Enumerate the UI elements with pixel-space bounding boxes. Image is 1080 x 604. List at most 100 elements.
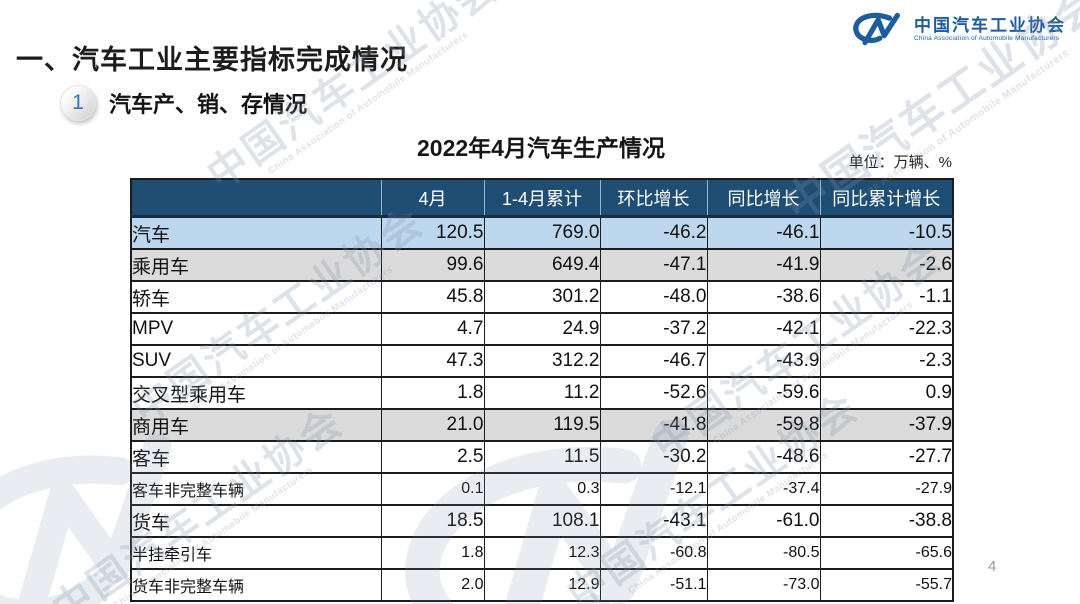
cell-value: 24.9 <box>483 312 600 345</box>
cell-value: 0.1 <box>380 472 484 505</box>
cell-value: -46.2 <box>599 215 707 249</box>
column-header: 1-4月累计 <box>483 179 600 217</box>
cell-value: 312.2 <box>483 344 600 377</box>
row-label: 半挂牵引车 <box>131 536 381 569</box>
caam-logo-name-en: China Association of Automobile Manufact… <box>914 35 1060 43</box>
unit-label: 单位：万辆、% <box>848 154 952 171</box>
row-label: 交叉型乘用车 <box>131 376 381 409</box>
cell-value: -48.6 <box>706 440 820 473</box>
cell-value: 2.0 <box>380 568 484 601</box>
cell-value: 45.8 <box>380 280 484 313</box>
cell-value: -51.1 <box>599 568 707 601</box>
table-body: 汽车 120.5 769.0 -46.2 -46.1 -10.5 乘用车 99.6 649.4-… <box>131 215 953 601</box>
cell-value: -59.8 <box>706 408 820 441</box>
cell-value: 0.3 <box>483 472 600 505</box>
section-title: 汽车产、销、存情况 <box>109 92 308 117</box>
cell-value: -80.5 <box>706 536 820 569</box>
table-row: MPV 4.7 24.9 -37.2 -42.1 -22.3 <box>131 312 953 345</box>
cell-value: 99.6 <box>380 248 484 281</box>
cell-value: -38.8 <box>819 504 953 537</box>
cell-value: 769.0 <box>483 215 600 249</box>
column-header: 环比增长 <box>599 179 707 217</box>
caam-logo: 中国汽车工业协会 China Association of Automobile… <box>851 12 1066 47</box>
cell-value: -61.0 <box>706 504 820 537</box>
cell-value: 21.0 <box>380 408 484 441</box>
page-title: 一、汽车工业主要指标完成情况 <box>16 45 408 76</box>
table-row: 客车 2.5 11.5 -30.2 -48.6 -27.7 <box>131 440 953 473</box>
table-header-row: 4月 1-4月累计 环比增长 同比增长 同比累计增长 <box>131 179 953 217</box>
cell-value: -27.9 <box>819 472 953 505</box>
cell-value: 12.9 <box>483 568 600 601</box>
cell-value: -65.6 <box>819 536 953 569</box>
cell-value: -59.6 <box>706 376 820 409</box>
cell-value: -22.3 <box>819 312 953 345</box>
cell-value: -37.2 <box>599 312 707 345</box>
cell-value: -1.1 <box>819 280 953 313</box>
page-number: 4 <box>988 558 997 575</box>
cell-value: 649.4 <box>483 248 600 281</box>
column-header-category <box>131 179 381 217</box>
table-row: 半挂牵引车 1.8 12.3 -60.8 -80.5 -65.6 <box>131 536 953 569</box>
row-label: 货车 <box>131 504 381 537</box>
cell-value: 11.2 <box>483 376 600 409</box>
cell-value: -46.1 <box>706 215 820 249</box>
cell-value: -27.7 <box>819 440 953 473</box>
cell-value: -12.1 <box>599 472 707 505</box>
cell-value: 2.5 <box>380 440 484 473</box>
row-label: 乘用车 <box>131 248 381 281</box>
table-row: 汽车 120.5 769.0 -46.2 -46.1 -10.5 <box>131 215 953 249</box>
caam-logo-text: 中国汽车工业协会 China Association of Automobile… <box>914 16 1066 43</box>
row-label: MPV <box>131 312 381 345</box>
cell-value: -52.6 <box>599 376 707 409</box>
cell-value: -37.4 <box>706 472 820 505</box>
cell-value: -2.6 <box>819 248 953 281</box>
caam-monogram-icon <box>853 12 900 46</box>
cell-value: -41.8 <box>599 408 707 441</box>
cell-value: 0.9 <box>819 376 953 409</box>
row-label: 汽车 <box>131 215 381 249</box>
cell-value: 120.5 <box>380 215 484 249</box>
section-heading: 1 汽车产、销、存情况 <box>60 85 307 121</box>
cell-value: 119.5 <box>483 408 600 441</box>
cell-value: 47.3 <box>380 344 484 377</box>
cell-value: -48.0 <box>599 280 707 313</box>
cell-value: 11.5 <box>483 440 600 473</box>
section-number: 1 <box>72 91 84 114</box>
cell-value: -43.9 <box>706 344 820 377</box>
cell-value: -43.1 <box>599 504 707 537</box>
table-row: 客车非完整车辆 0.1 0.3 -12.1 -37.4 -27.9 <box>131 472 953 505</box>
cell-value: -41.9 <box>706 248 820 281</box>
production-table: 4月 1-4月累计 环比增长 同比增长 同比累计增长 汽车 120.5 769.0 -46.2… <box>130 178 954 602</box>
table-title: 2022年4月汽车生产情况 <box>417 135 665 161</box>
cell-value: -10.5 <box>819 215 953 249</box>
cell-value: -47.1 <box>599 248 707 281</box>
table-row: 轿车 45.8 301.2 -48.0 -38.6 -1.1 <box>131 280 953 313</box>
cell-value: 12.3 <box>483 536 600 569</box>
cell-value: -60.8 <box>599 536 707 569</box>
table-row: 商用车 21.0 119.5 -41.8 -59.8 -37.9 <box>131 408 953 441</box>
column-header: 同比累计增长 <box>819 179 953 217</box>
row-label: SUV <box>131 344 381 377</box>
row-label: 轿车 <box>131 280 381 313</box>
cell-value: 1.8 <box>380 376 484 409</box>
table-row: 乘用车 99.6 649.4 -47.1 -41.9 -2.6 <box>131 248 953 281</box>
table-row: SUV 47.3 312.2 -46.7 -43.9 -2.3 <box>131 344 953 377</box>
cell-value: -73.0 <box>706 568 820 601</box>
row-label: 商用车 <box>131 408 381 441</box>
cell-value: -38.6 <box>706 280 820 313</box>
row-label: 客车 <box>131 440 381 473</box>
table-row: 货车 18.5 108.1 -43.1 -61.0 -38.8 <box>131 504 953 537</box>
section-number-badge: 1 <box>60 85 96 121</box>
column-header: 同比增长 <box>706 179 820 217</box>
cell-value: -2.3 <box>819 344 953 377</box>
cell-value: 18.5 <box>380 504 484 537</box>
caam-logo-name-cn: 中国汽车工业协会 <box>914 15 1066 35</box>
cell-value: -30.2 <box>599 440 707 473</box>
table-row: 交叉型乘用车 1.8 11.2 -52.6 -59.6 0.9 <box>131 376 953 409</box>
cell-value: -46.7 <box>599 344 707 377</box>
cell-value: 1.8 <box>380 536 484 569</box>
cell-value: -37.9 <box>819 408 953 441</box>
row-label: 客车非完整车辆 <box>131 472 381 505</box>
cell-value: -42.1 <box>706 312 820 345</box>
column-header: 4月 <box>380 179 484 217</box>
